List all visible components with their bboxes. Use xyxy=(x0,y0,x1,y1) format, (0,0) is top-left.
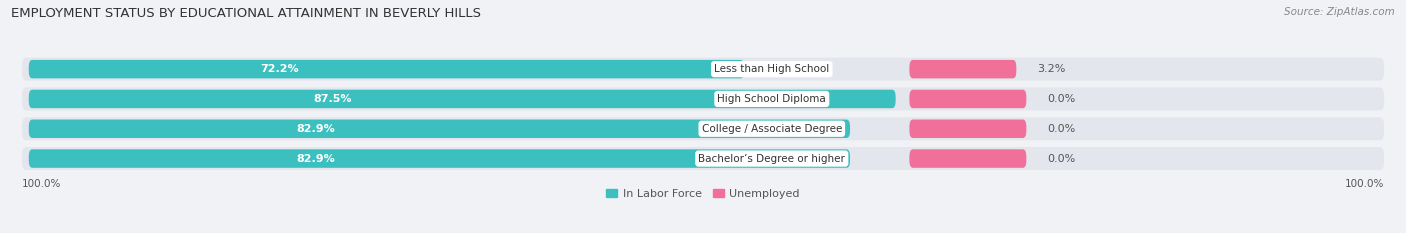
Text: 0.0%: 0.0% xyxy=(1047,94,1076,104)
Text: 100.0%: 100.0% xyxy=(22,179,62,189)
Text: Less than High School: Less than High School xyxy=(714,64,830,74)
FancyBboxPatch shape xyxy=(910,90,1026,108)
FancyBboxPatch shape xyxy=(28,120,851,138)
FancyBboxPatch shape xyxy=(22,117,1384,140)
Text: High School Diploma: High School Diploma xyxy=(717,94,827,104)
FancyBboxPatch shape xyxy=(910,149,1026,168)
Text: College / Associate Degree: College / Associate Degree xyxy=(702,124,842,134)
Text: Source: ZipAtlas.com: Source: ZipAtlas.com xyxy=(1284,7,1395,17)
Text: 0.0%: 0.0% xyxy=(1047,154,1076,164)
FancyBboxPatch shape xyxy=(22,87,1384,110)
Text: 82.9%: 82.9% xyxy=(297,124,336,134)
FancyBboxPatch shape xyxy=(22,58,1384,81)
Text: EMPLOYMENT STATUS BY EDUCATIONAL ATTAINMENT IN BEVERLY HILLS: EMPLOYMENT STATUS BY EDUCATIONAL ATTAINM… xyxy=(11,7,481,20)
FancyBboxPatch shape xyxy=(28,90,896,108)
FancyBboxPatch shape xyxy=(910,60,1017,78)
FancyBboxPatch shape xyxy=(28,149,851,168)
Text: 82.9%: 82.9% xyxy=(297,154,336,164)
Legend: In Labor Force, Unemployed: In Labor Force, Unemployed xyxy=(602,184,804,203)
FancyBboxPatch shape xyxy=(910,120,1026,138)
Text: 72.2%: 72.2% xyxy=(260,64,298,74)
Text: Bachelor’s Degree or higher: Bachelor’s Degree or higher xyxy=(699,154,845,164)
Text: 3.2%: 3.2% xyxy=(1038,64,1066,74)
Text: 87.5%: 87.5% xyxy=(314,94,352,104)
FancyBboxPatch shape xyxy=(22,147,1384,170)
Text: 100.0%: 100.0% xyxy=(1344,179,1384,189)
Text: 0.0%: 0.0% xyxy=(1047,124,1076,134)
FancyBboxPatch shape xyxy=(28,60,744,78)
